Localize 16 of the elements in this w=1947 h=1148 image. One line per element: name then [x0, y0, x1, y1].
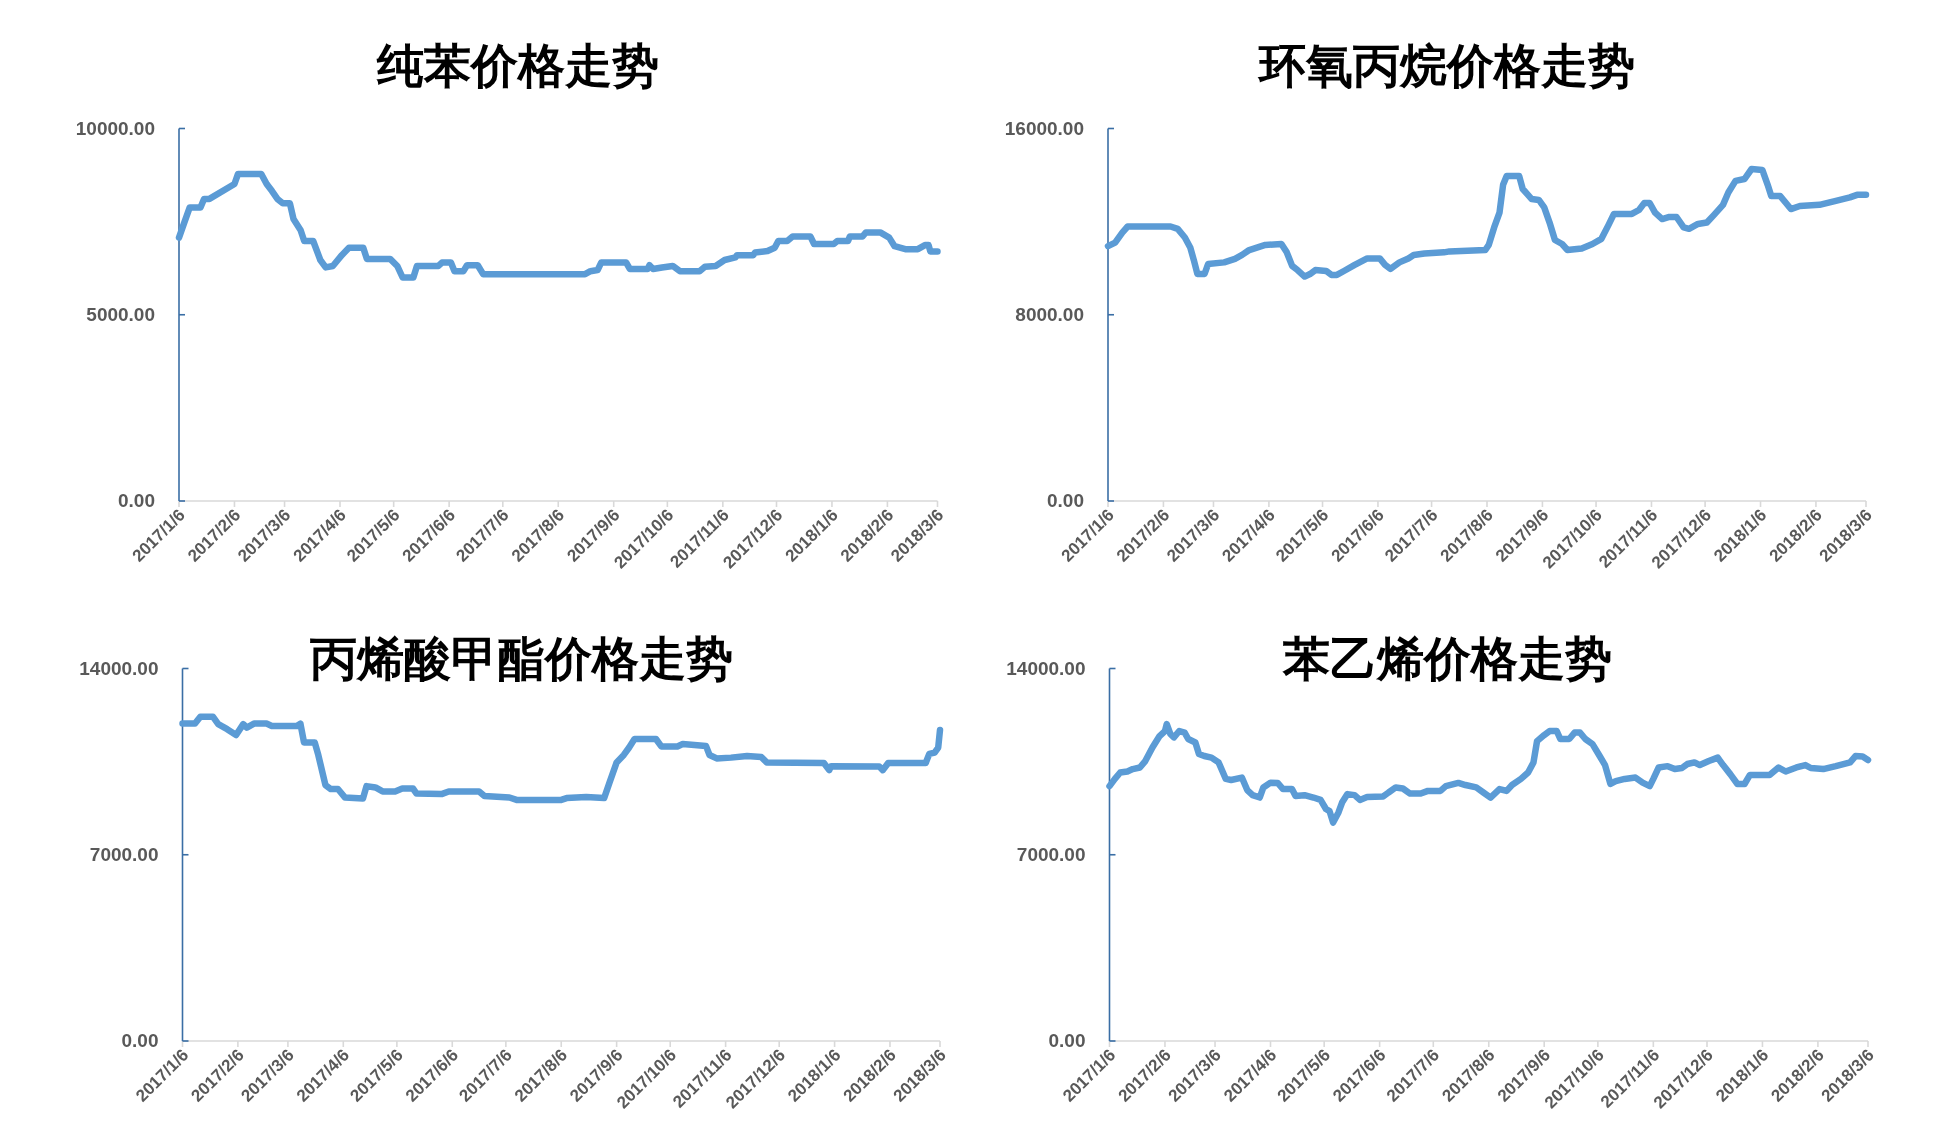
y-tick-label: 0.00	[1047, 490, 1084, 511]
y-tick-label: 0.00	[1048, 1030, 1086, 1051]
y-tick-label: 7000.00	[1016, 843, 1086, 865]
y-tick-label: 0.00	[121, 1030, 159, 1051]
y-tick-label: 14000.00	[1006, 657, 1086, 679]
y-tick-label: 10000.00	[75, 117, 155, 139]
y-tick-label: 7000.00	[89, 843, 159, 865]
title: 环氧丙烷价格走势	[1259, 39, 1635, 92]
y-tick-label: 14000.00	[79, 657, 159, 679]
title: 苯乙烯价格走势	[1282, 632, 1612, 685]
y-tick-label: 16000.00	[1004, 117, 1084, 139]
title: 丙烯酸甲酯价格走势	[309, 632, 733, 685]
y-tick-label: 5000.00	[86, 303, 155, 325]
title: 纯苯价格走势	[377, 39, 659, 92]
y-tick-label: 8000.00	[1015, 303, 1084, 325]
y-tick-label: 0.00	[118, 490, 155, 511]
